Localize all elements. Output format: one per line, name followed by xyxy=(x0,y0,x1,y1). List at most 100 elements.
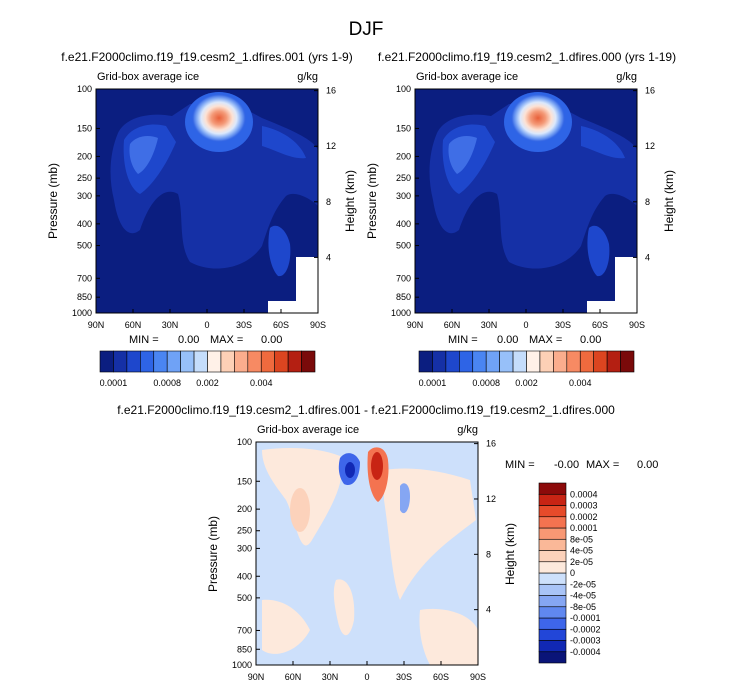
y-tick-label: 300 xyxy=(77,191,92,201)
colorbar-label: 0.0008 xyxy=(153,378,181,388)
inner-contour xyxy=(129,136,158,174)
x-tick-label: 30S xyxy=(396,672,412,682)
y2-tick-label: 8 xyxy=(326,197,331,207)
colorbar-box xyxy=(287,350,302,373)
colorbar-label: 0.0002 xyxy=(570,512,598,522)
inner-contour xyxy=(448,136,477,174)
colorbar-label: 8e-05 xyxy=(570,534,593,544)
colorbar-box xyxy=(620,350,635,373)
missing-data xyxy=(615,257,637,313)
stats-max-value: 0.00 xyxy=(637,459,658,471)
stats-min-label: MIN = xyxy=(505,459,535,471)
y2-axis: 16 12 8 4 xyxy=(633,86,655,262)
y-axis-label: Pressure (mb) xyxy=(206,516,220,592)
colorbar-label: 0.002 xyxy=(515,378,538,388)
x-axis: 90N 60N 30N 0 30S 60S 90S xyxy=(407,309,645,330)
stats-max-label: MAX = xyxy=(210,334,243,346)
missing-data xyxy=(587,301,637,313)
colorbar-label: 2e-05 xyxy=(570,557,593,567)
right-string: g/kg xyxy=(457,424,478,436)
colorbar-box xyxy=(538,561,567,574)
mid-contour xyxy=(123,124,306,194)
stats-max-label: MAX = xyxy=(529,334,562,346)
y-axis: 100 150 200 250 300 400 500 700 850 1000 xyxy=(391,84,419,318)
colorbar-label: 0.0003 xyxy=(570,501,598,511)
x-tick-label: 30N xyxy=(481,320,498,330)
colorbar-box xyxy=(538,640,567,653)
y-tick-label: 500 xyxy=(396,241,411,251)
colorbar-box xyxy=(260,350,275,373)
y2-axis: 16 12 8 4 xyxy=(314,86,336,262)
left-string: Grid-box average ice xyxy=(97,71,199,83)
colorbar-label: -0.0002 xyxy=(570,624,601,634)
y2-tick-label: 12 xyxy=(486,494,496,504)
colorbar-box xyxy=(538,538,567,551)
y-tick-label: 150 xyxy=(77,123,92,133)
colorbar-box xyxy=(538,493,567,506)
colorbar-label: 0.0004 xyxy=(570,489,598,499)
y2-tick-label: 16 xyxy=(326,86,336,96)
x-tick-label: 60N xyxy=(444,320,461,330)
colorbar-box xyxy=(538,527,567,540)
colorbar-box xyxy=(526,350,541,373)
colorbar-box xyxy=(538,516,567,529)
y-tick-label: 300 xyxy=(237,543,252,553)
positive-max xyxy=(371,452,383,480)
colorbar-box xyxy=(459,350,474,373)
y2-axis-label: Height (km) xyxy=(343,170,357,232)
colorbar-label: 0 xyxy=(570,568,575,578)
colorbar-label: 4e-05 xyxy=(570,546,593,556)
y2-tick-label: 8 xyxy=(486,549,491,559)
stats-max-value: 0.00 xyxy=(261,334,282,346)
colorbar-box xyxy=(234,350,249,373)
x-tick-label: 0 xyxy=(204,320,209,330)
colorbar-box xyxy=(274,350,289,373)
x-tick-label: 90S xyxy=(629,320,645,330)
stats-min-value: 0.00 xyxy=(178,334,199,346)
plot-field xyxy=(256,442,478,665)
positive-patch xyxy=(419,608,478,665)
core-max xyxy=(511,94,565,142)
positive-patch xyxy=(290,488,310,532)
y-tick-label: 400 xyxy=(77,219,92,229)
y-tick-label: 1000 xyxy=(391,308,411,318)
colorbar-box xyxy=(538,617,567,630)
x-tick-label: 90S xyxy=(470,672,486,682)
x-tick-label: 60N xyxy=(125,320,142,330)
x-tick-label: 30S xyxy=(236,320,252,330)
colorbar-label: -0.0003 xyxy=(570,636,601,646)
y-tick-label: 250 xyxy=(77,173,92,183)
positive-patch xyxy=(262,599,310,654)
mid-contour xyxy=(442,124,625,194)
stats-min-label: MIN = xyxy=(448,334,478,346)
colorbar-box xyxy=(499,350,514,373)
y-tick-label: 200 xyxy=(237,504,252,514)
colorbar-box xyxy=(301,350,316,373)
y2-tick-label: 4 xyxy=(326,252,331,262)
x-tick-label: 90N xyxy=(407,320,424,330)
y-tick-label: 100 xyxy=(396,84,411,94)
negative-patch xyxy=(345,462,355,478)
y-tick-label: 400 xyxy=(396,219,411,229)
y-tick-label: 150 xyxy=(237,476,252,486)
colorbar-box xyxy=(472,350,487,373)
colorbar-box xyxy=(247,350,262,373)
stats-max-label: MAX = xyxy=(586,459,619,471)
y-tick-label: 400 xyxy=(237,571,252,581)
stats-min-value: -0.00 xyxy=(554,459,579,471)
y-tick-label: 1000 xyxy=(72,308,92,318)
panel-1: f.e21.F2000climo.f19_f19.cesm2_1.dfires.… xyxy=(46,50,357,388)
colorbar-box xyxy=(445,350,460,373)
y-tick-label: 1000 xyxy=(232,660,252,670)
missing-data xyxy=(296,257,318,313)
colorbar-box xyxy=(166,350,181,373)
y2-tick-label: 4 xyxy=(486,605,491,615)
y2-axis: 16 12 8 4 xyxy=(474,439,496,615)
x-tick-label: 60S xyxy=(433,672,449,682)
panel-title: f.e21.F2000climo.f19_f19.cesm2_1.dfires.… xyxy=(61,50,352,64)
panel-title: f.e21.F2000climo.f19_f19.cesm2_1.dfires.… xyxy=(117,403,615,417)
panel-title: f.e21.F2000climo.f19_f19.cesm2_1.dfires.… xyxy=(378,50,676,64)
y-tick-label: 100 xyxy=(77,84,92,94)
x-tick-label: 60N xyxy=(285,672,302,682)
